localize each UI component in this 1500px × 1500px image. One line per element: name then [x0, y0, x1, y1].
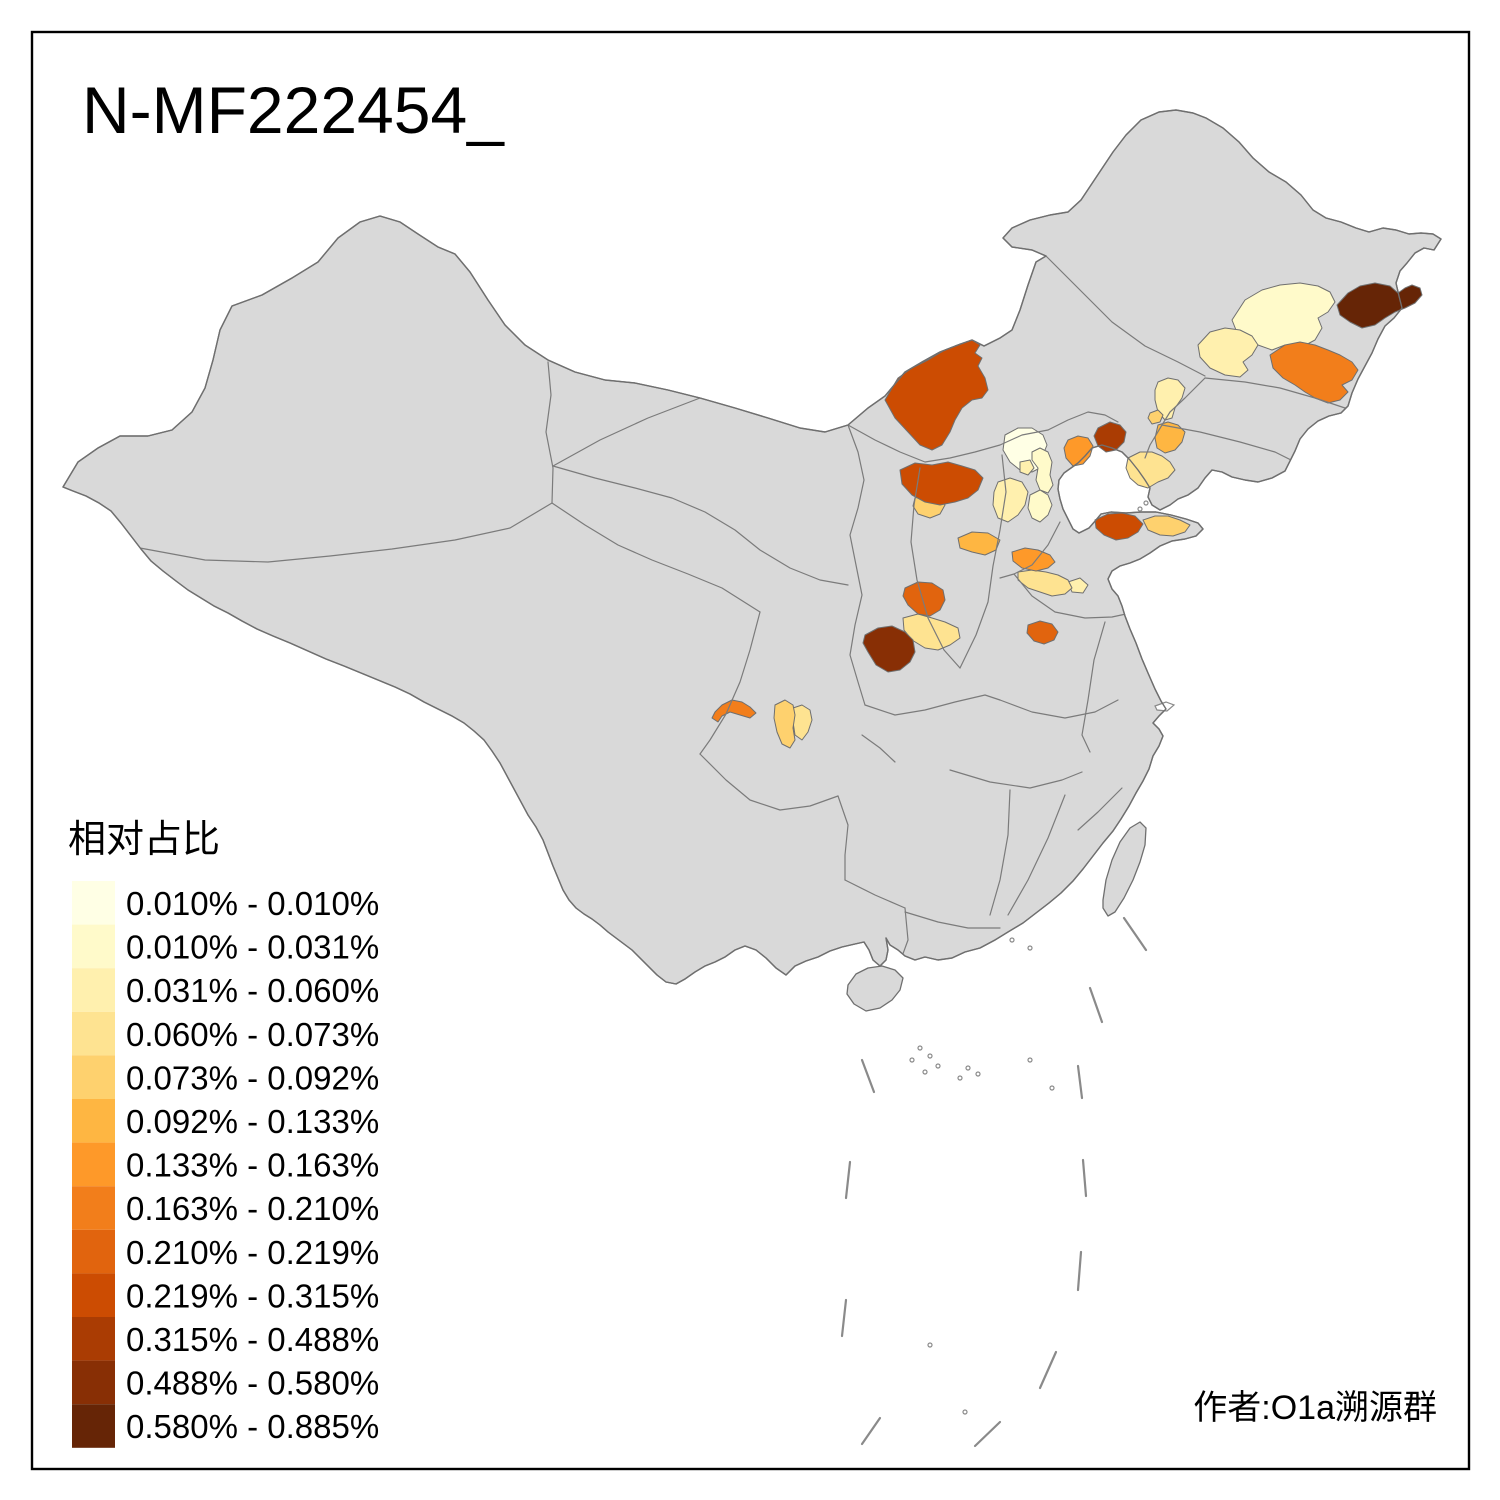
legend-swatch	[72, 1142, 115, 1187]
choropleth-region	[1154, 377, 1186, 421]
legend-label: 0.133% - 0.163%	[126, 1147, 379, 1184]
legend-label: 0.488% - 0.580%	[126, 1365, 379, 1402]
choropleth-region	[902, 581, 946, 617]
figure-frame	[30, 30, 1471, 1471]
legend-swatch	[72, 1229, 115, 1274]
choropleth-region	[1027, 489, 1053, 523]
choropleth-region	[1011, 547, 1056, 572]
page-title: N-MF222454_	[82, 73, 505, 147]
legend-swatch	[72, 968, 115, 1012]
legend-label: 0.060% - 0.073%	[126, 1016, 379, 1053]
nine-dash-line	[840, 916, 1148, 1448]
national-border	[62, 109, 1442, 985]
legend-label: 0.210% - 0.219%	[126, 1234, 379, 1271]
choropleth-region	[1017, 569, 1073, 597]
legend-label: 0.163% - 0.210%	[126, 1190, 379, 1227]
choropleth-region	[899, 461, 984, 506]
legend-swatch	[72, 1317, 115, 1361]
hainan-island	[846, 965, 904, 1012]
taiwan-island	[1102, 821, 1147, 917]
choropleth-region	[1269, 341, 1359, 404]
map-legend: 相对占比 0.010% - 0.010% 0.010% - 0.031% 0.0…	[68, 819, 379, 1448]
legend-label: 0.073% - 0.092%	[126, 1059, 379, 1096]
legend-label: 0.092% - 0.133%	[126, 1103, 379, 1140]
legend-swatch	[72, 1404, 115, 1448]
choropleth-region	[1063, 435, 1094, 467]
legend-label: 0.010% - 0.031%	[126, 929, 379, 966]
choropleth-region	[1067, 577, 1089, 594]
choropleth-region	[1019, 459, 1035, 476]
choropleth-region	[992, 477, 1029, 523]
choropleth-region	[1336, 282, 1423, 329]
choropleth-region	[1154, 421, 1186, 454]
choropleth-region	[862, 625, 916, 673]
legend-swatch	[72, 924, 115, 969]
legend-swatch	[72, 1055, 115, 1099]
legend-swatch	[72, 881, 115, 925]
legend-label: 0.219% - 0.315%	[126, 1277, 379, 1314]
choropleth-region	[1197, 327, 1259, 378]
legend-label: 0.315% - 0.488%	[126, 1321, 379, 1358]
choropleth-region	[1125, 451, 1176, 489]
choropleth-region	[1142, 515, 1191, 537]
province-boundaries	[139, 255, 1363, 963]
choropleth-regions	[711, 282, 1423, 749]
choropleth-region	[1026, 620, 1059, 645]
choropleth-region	[773, 699, 796, 749]
choropleth-region	[1031, 447, 1054, 494]
attribution-text: 作者:O1a溯源群	[1193, 1389, 1437, 1427]
legend-title: 相对占比	[68, 819, 220, 861]
choropleth-region	[1147, 409, 1164, 425]
legend-swatch	[72, 1273, 115, 1317]
small-islands	[909, 500, 1149, 1415]
legend-swatch	[72, 1011, 115, 1056]
legend-label: 0.031% - 0.060%	[126, 972, 379, 1009]
choropleth-region	[1094, 512, 1144, 541]
legend-label: 0.580% - 0.885%	[126, 1408, 379, 1445]
legend-swatch	[72, 1360, 115, 1405]
legend-swatch	[72, 1186, 115, 1230]
china-mainland	[62, 109, 1442, 985]
legend-swatch	[72, 1099, 115, 1143]
legend-label: 0.010% - 0.010%	[126, 885, 379, 922]
